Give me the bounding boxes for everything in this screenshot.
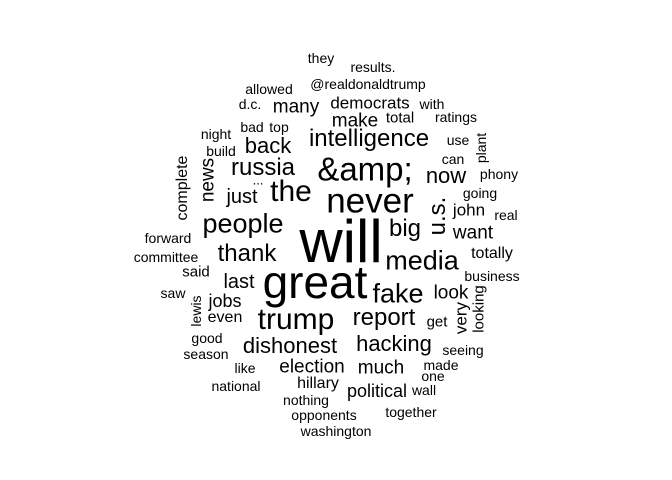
word: ratings xyxy=(434,109,478,125)
word: now xyxy=(425,163,467,188)
word: committee xyxy=(133,249,199,265)
word: look xyxy=(433,282,469,304)
word: washington xyxy=(300,423,372,439)
word: political xyxy=(346,381,408,401)
word: many xyxy=(272,96,320,118)
word: people xyxy=(202,208,284,239)
word: forward xyxy=(144,230,192,246)
word: john xyxy=(452,200,486,220)
word: even xyxy=(207,309,243,326)
word: much xyxy=(357,357,405,379)
word: democrats xyxy=(330,93,410,113)
word: national xyxy=(211,378,261,394)
word: totally xyxy=(471,245,513,262)
word: seeing xyxy=(442,342,484,358)
word: nothing xyxy=(283,392,329,408)
word: never xyxy=(326,181,414,221)
word: back xyxy=(244,133,292,158)
word: saw xyxy=(160,285,186,301)
word: make xyxy=(331,110,379,132)
word: complete xyxy=(174,155,191,221)
word: together xyxy=(385,404,437,420)
word: real xyxy=(494,207,518,223)
word: phony xyxy=(479,166,519,182)
word: dishonest xyxy=(242,333,338,358)
word: one xyxy=(421,368,445,384)
word: last xyxy=(223,271,255,293)
word: lewis xyxy=(188,295,204,327)
word: business xyxy=(464,268,520,284)
word: results. xyxy=(350,59,396,75)
word: hillary xyxy=(297,375,339,392)
word: news xyxy=(197,157,219,203)
word: election xyxy=(279,356,345,378)
word: russia xyxy=(230,154,296,181)
word: night xyxy=(200,126,232,142)
word: great xyxy=(262,256,368,308)
word: can xyxy=(441,151,465,167)
word: bad xyxy=(240,119,264,135)
word: want xyxy=(452,222,494,244)
word: u.s. xyxy=(424,196,451,236)
word: going xyxy=(462,185,498,201)
word: total xyxy=(385,109,415,127)
word: report xyxy=(352,304,416,331)
word: said xyxy=(182,263,210,281)
word: the xyxy=(270,175,312,208)
word: good xyxy=(191,330,223,346)
word: top xyxy=(269,119,289,135)
word: big xyxy=(388,215,422,242)
word: d.c. xyxy=(238,96,262,112)
word: ... xyxy=(252,172,264,188)
word: jobs xyxy=(208,291,242,311)
word: like xyxy=(234,360,256,376)
word: looking xyxy=(470,285,488,333)
word: allowed xyxy=(245,81,293,97)
word: season xyxy=(183,346,229,362)
word: made xyxy=(423,357,459,373)
word: get xyxy=(426,313,448,331)
word: plant xyxy=(473,132,489,164)
word: just xyxy=(226,186,258,208)
word: wall xyxy=(411,382,437,398)
word: trump xyxy=(257,303,335,336)
word: very xyxy=(451,301,471,335)
word: opponents xyxy=(291,407,357,423)
word: thank xyxy=(217,240,277,267)
word: media xyxy=(385,245,459,276)
word: will xyxy=(299,208,383,275)
word: with xyxy=(419,96,445,112)
word: &amp; xyxy=(317,150,413,188)
word: use xyxy=(446,132,470,148)
word: fake xyxy=(372,278,424,309)
word: @realdonaldtrump xyxy=(310,76,426,92)
word: build xyxy=(206,143,236,159)
word: they xyxy=(307,50,335,66)
word: hacking xyxy=(356,331,432,356)
word: intelligence xyxy=(308,125,430,152)
